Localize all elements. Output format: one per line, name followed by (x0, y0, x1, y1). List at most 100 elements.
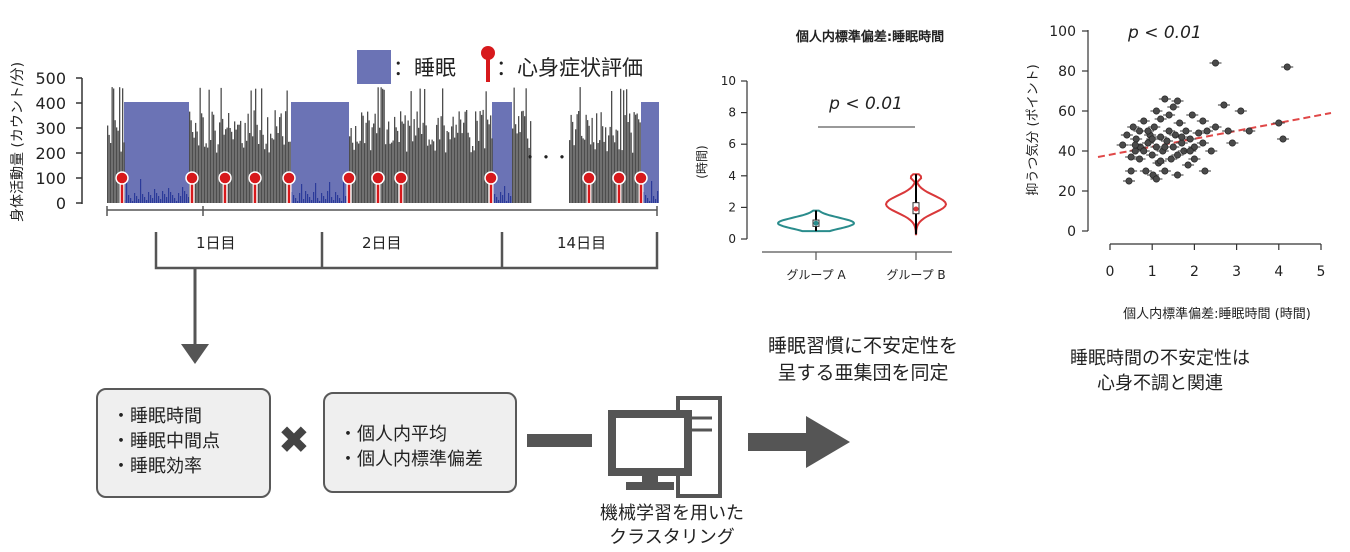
sleep-activity-bar (164, 194, 166, 203)
activity-bar (528, 147, 530, 203)
activity-bar (237, 124, 239, 203)
activity-bar (190, 120, 192, 203)
sleep-activity-bar (651, 181, 653, 203)
scatter-point (1161, 143, 1169, 151)
stat-item: ・個人内平均 (339, 424, 447, 445)
scatter-point (1169, 103, 1177, 111)
activity-bar (262, 134, 264, 203)
activity-bar (470, 152, 472, 203)
activity-bar (350, 128, 352, 203)
scatter-point (1163, 137, 1171, 145)
sleep-block (641, 102, 659, 203)
activity-bar (473, 150, 475, 203)
sleep-activity-bar (510, 196, 512, 203)
scatter-point (1148, 151, 1156, 159)
activity-bar (617, 130, 619, 203)
activity-bar (107, 125, 109, 203)
activity-bar (199, 87, 201, 203)
activity-bar (527, 138, 529, 203)
activity-bar (418, 127, 420, 203)
activity-bar (572, 121, 574, 203)
scatter-point (1152, 143, 1160, 151)
scatter-point (1190, 155, 1198, 163)
activity-bar (576, 114, 578, 203)
evaluation-marker-head (612, 171, 626, 185)
scatter-point (1203, 127, 1211, 135)
scatter-point (1212, 59, 1220, 67)
activity-bar (588, 125, 590, 203)
activity-bar (487, 119, 489, 203)
clustering-caption-line: 機械学習を用いた (600, 503, 744, 524)
sleep-activity-bar (150, 195, 152, 203)
activity-bar (615, 129, 617, 203)
activity-bar (403, 123, 405, 203)
activity-bar (451, 126, 453, 203)
activity-ellipsis: ・・・ (522, 148, 570, 167)
scatter-point (1174, 171, 1182, 179)
activity-bar (439, 139, 441, 203)
activity-bar (609, 126, 611, 203)
sleep-activity-bar (498, 200, 500, 203)
activity-bar (247, 113, 249, 203)
activity-bar (207, 147, 209, 203)
activity-bar (374, 113, 376, 203)
sleep-activity-bar (506, 201, 508, 203)
activity-bar (244, 122, 246, 203)
scatter-point (1123, 131, 1131, 139)
activity-bar (232, 139, 234, 203)
activity-bar (464, 111, 466, 203)
scatter-point (1150, 123, 1158, 131)
evaluation-marker-head (484, 171, 498, 185)
scatter-point (1186, 147, 1194, 155)
activity-bar (235, 129, 237, 203)
activity-ytick-label: 0 (56, 194, 66, 213)
sleep-activity-bar (142, 194, 144, 203)
scatter-point (1176, 119, 1184, 127)
sleep-activity-bar (329, 182, 331, 203)
activity-bar (349, 136, 351, 203)
violin-ylabel: (時間) (695, 145, 709, 178)
sleep-activity-bar (170, 192, 172, 203)
activity-bar (630, 132, 632, 203)
scatter-ylabel: 抑うつ気分 (ポイント) (1025, 64, 1041, 195)
association-caption: 睡眠時間の不安定性は 心身不調と関連 (1040, 346, 1280, 396)
activity-bar (253, 110, 255, 203)
scatter-point (1188, 111, 1196, 119)
evaluation-legend-marker-icon (481, 46, 495, 82)
violin-ytick-label: 2 (728, 200, 736, 214)
activity-bar (216, 152, 218, 203)
activity-ytick-label: 100 (35, 169, 66, 188)
sleep-activity-bar (128, 195, 130, 203)
violin-category-a: グループ A (786, 268, 846, 282)
sleep-activity-bar (500, 192, 502, 203)
activity-bar (401, 121, 403, 203)
activity-bar (196, 131, 198, 203)
scatter-point (1127, 167, 1135, 175)
scatter-point (1148, 135, 1156, 143)
scatter-point (1275, 119, 1283, 127)
activity-bar (460, 119, 462, 203)
sleep-activity-bar (158, 196, 160, 203)
activity-bar (259, 130, 261, 203)
activity-bar (627, 122, 629, 203)
sleep-activity-bar (327, 191, 329, 203)
activity-bar (358, 143, 360, 203)
scatter-points (1116, 59, 1294, 185)
violin-median (913, 206, 919, 212)
scatter-point (1228, 139, 1236, 147)
activity-bar (256, 124, 258, 203)
sleep-activity-bar (162, 191, 164, 203)
activity-bar (286, 90, 288, 203)
activity-bar (276, 126, 278, 203)
activity-bar (636, 113, 638, 203)
activity-bar (424, 89, 426, 203)
scatter-point (1140, 147, 1148, 155)
activity-bar (623, 90, 625, 203)
activity-ytick-label: 400 (35, 94, 66, 113)
sleep-activity-bar (645, 195, 647, 203)
sleep-activity-bar (176, 201, 178, 203)
activity-bar (522, 110, 524, 203)
activity-bar (422, 122, 424, 203)
scatter-ytick-label: 20 (1058, 184, 1076, 200)
activity-bar (388, 121, 390, 203)
